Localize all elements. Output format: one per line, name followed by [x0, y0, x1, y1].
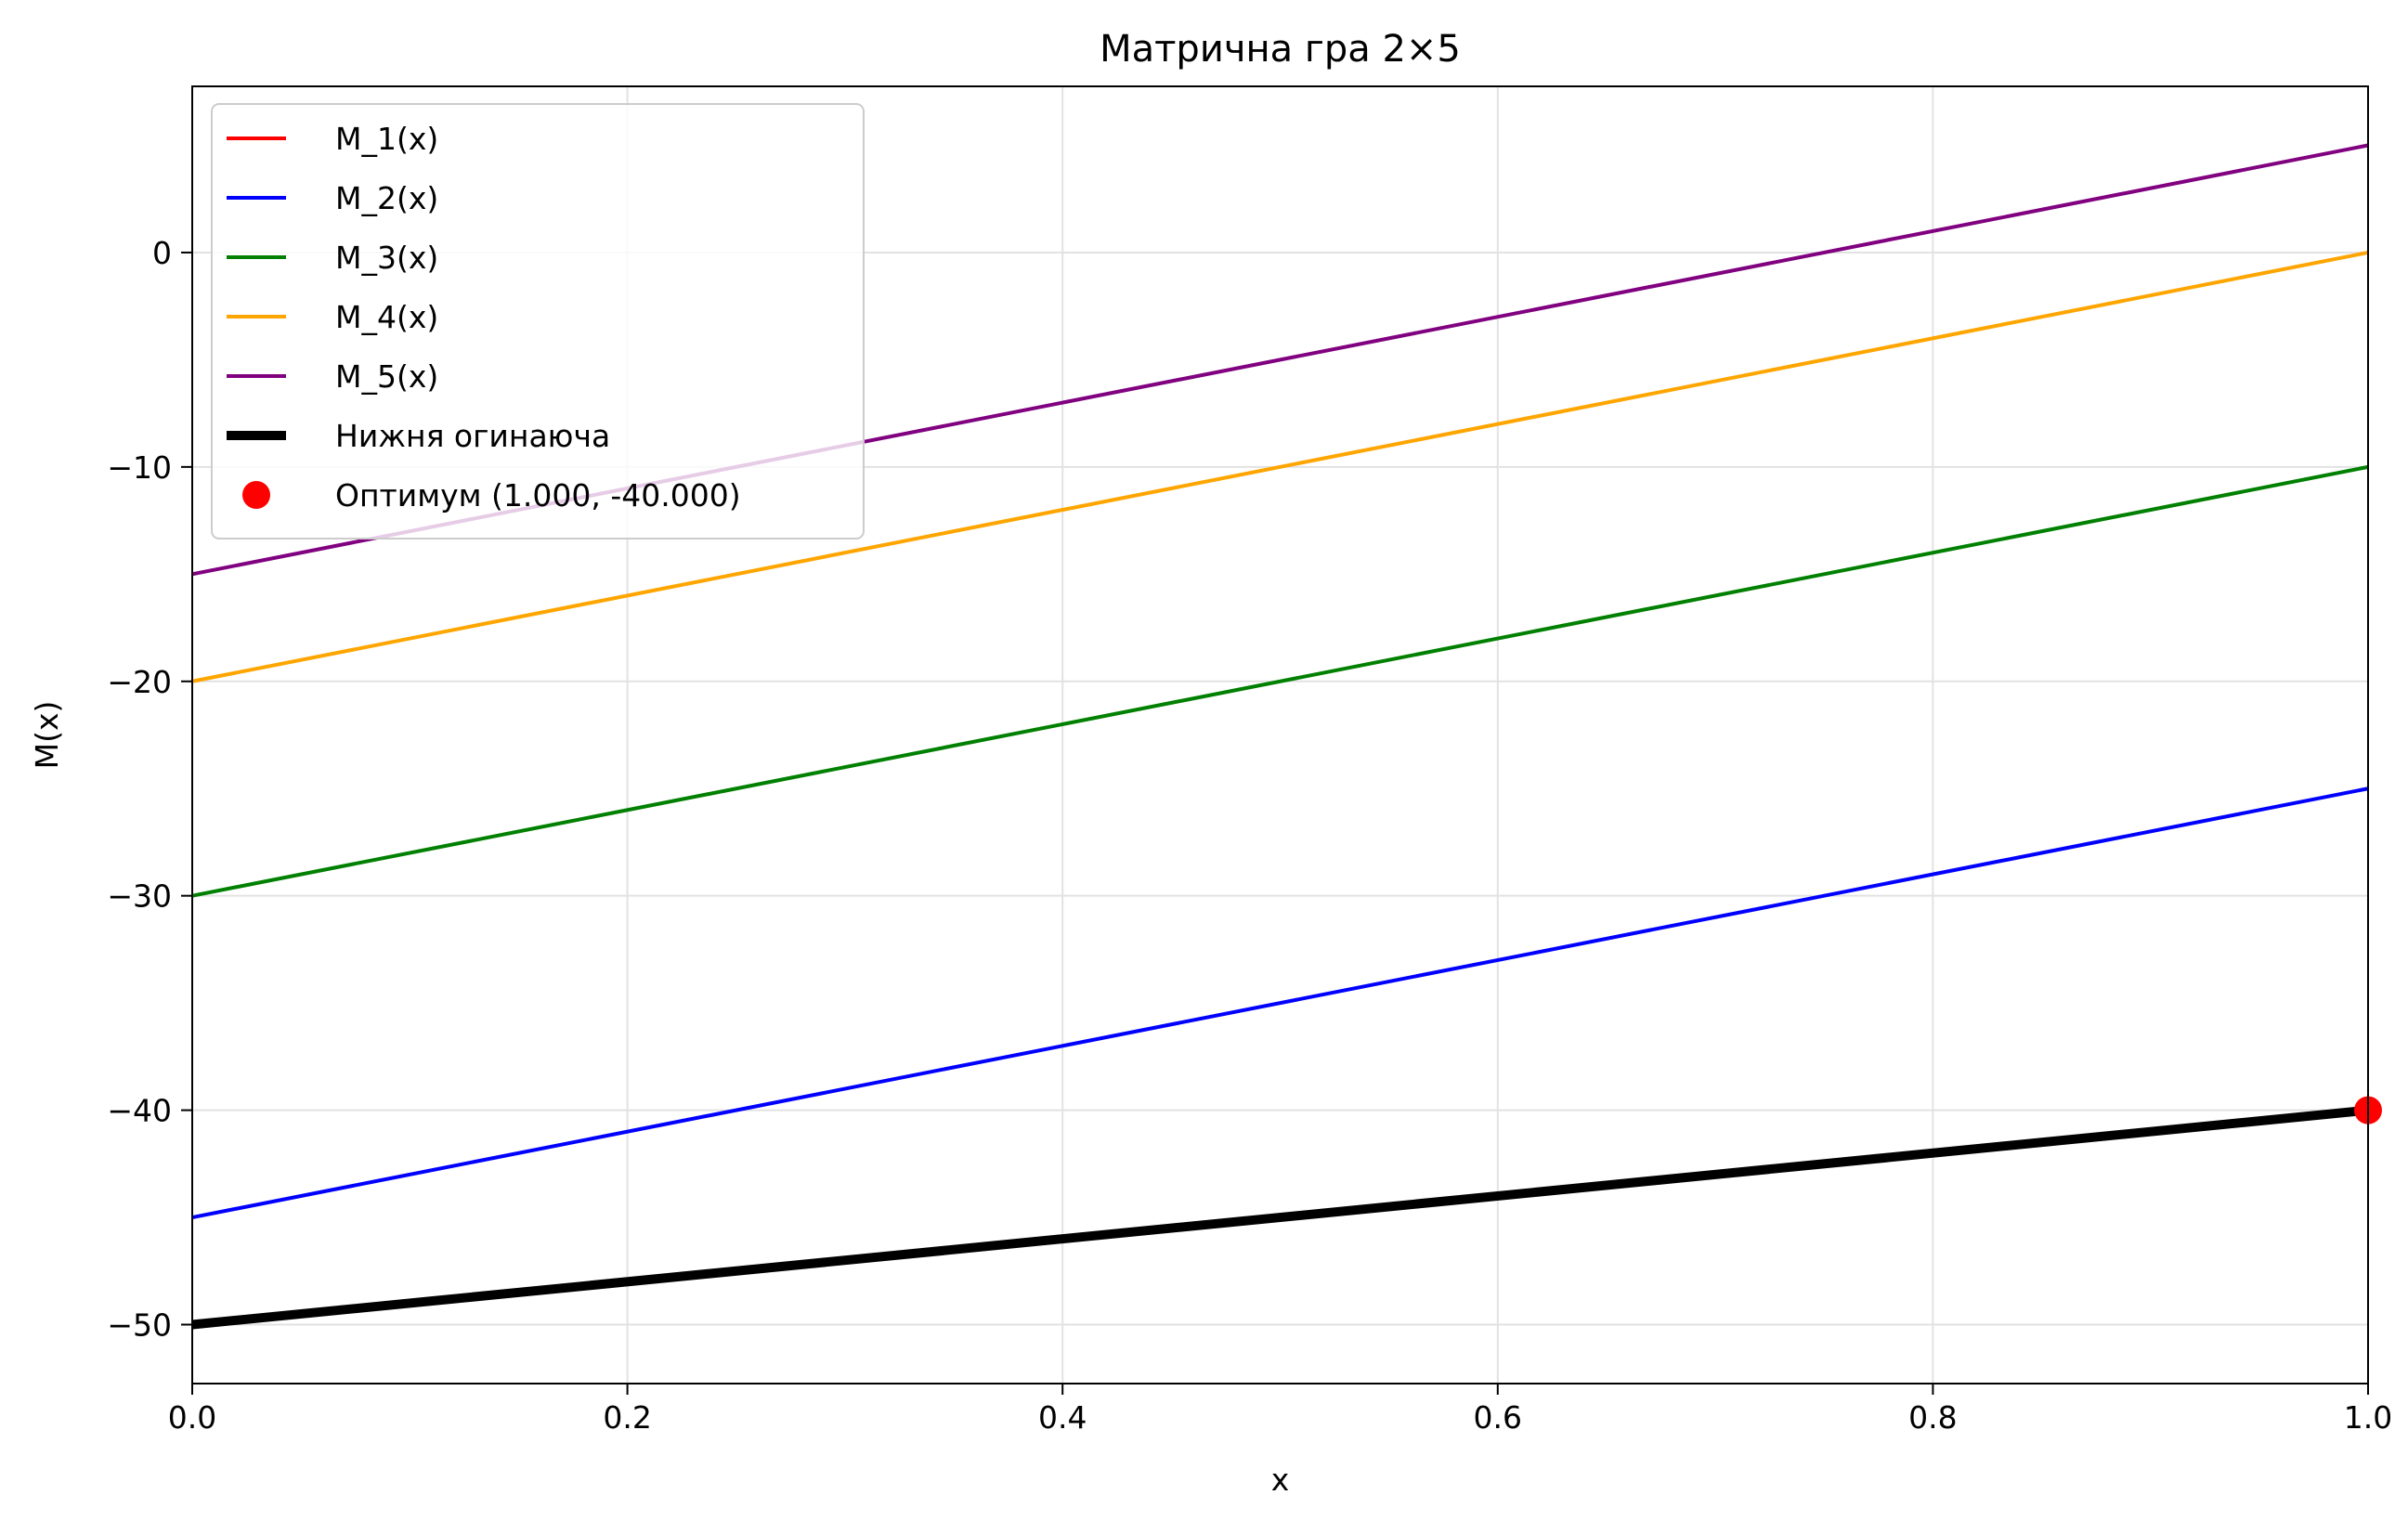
series-line-m-3-x: [191, 464, 2369, 898]
axes-frame: [191, 85, 2369, 1384]
legend-box: [211, 103, 865, 540]
y-axis-label: M(x): [29, 701, 65, 770]
x-tick-label: 0.0: [168, 1399, 216, 1436]
y-tick-label: −10: [107, 449, 172, 486]
x-tick-label: 0.8: [1908, 1399, 1957, 1436]
lower-envelope-line: [191, 1105, 2369, 1330]
legend-label: M_2(x): [335, 180, 438, 216]
axis-ticks: 0.0 0.2 0.4 0.6 0.8 1.0 −50 −40 −30 −20 −10 0: [107, 235, 2392, 1436]
x-tick-label: 0.6: [1474, 1399, 1522, 1436]
legend-label: M_4(x): [335, 299, 438, 335]
legend: M_1(x) M_2(x) M_3(x) M_4(x) M_5(x) Нижня огин…: [211, 103, 865, 540]
series-line-m-4-x: [191, 250, 2369, 683]
plot-area: [191, 143, 2382, 1330]
x-tick-label: 1.0: [2344, 1399, 2392, 1436]
y-tick-label: −50: [107, 1307, 172, 1344]
legend-label: Нижня огинаюча: [335, 418, 610, 454]
x-axis-label: x: [1271, 1462, 1290, 1498]
series-line-m-2-x: [191, 786, 2369, 1220]
y-tick-label: −30: [107, 878, 172, 915]
legend-label: M_5(x): [335, 358, 438, 395]
legend-label: M_1(x): [335, 121, 438, 157]
chart-title: Матрична гра 2×5: [1100, 28, 1461, 71]
legend-label: M_3(x): [335, 240, 438, 276]
legend-label: Оптимум (1.000, -40.000): [335, 477, 741, 514]
x-tick-label: 0.4: [1038, 1399, 1087, 1436]
x-tick-label: 0.2: [603, 1399, 651, 1436]
y-tick-label: −20: [107, 664, 172, 700]
y-tick-label: 0: [152, 235, 172, 271]
legend-marker-optimum: [242, 481, 270, 509]
y-tick-label: −40: [107, 1093, 172, 1129]
